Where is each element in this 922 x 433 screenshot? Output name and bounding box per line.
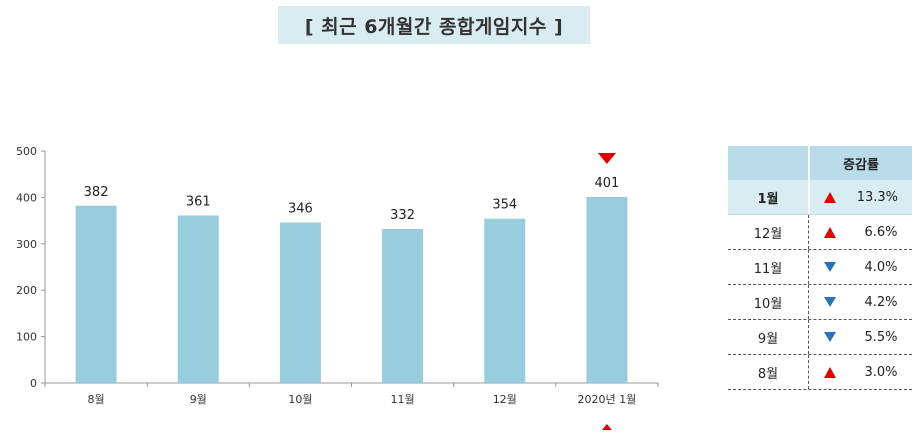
x-tick-label: 11월 xyxy=(391,393,415,406)
bar xyxy=(586,196,628,383)
row-change: 4.0% xyxy=(809,250,912,284)
bar-value-label: 401 xyxy=(595,176,620,191)
row-month: 11월 xyxy=(728,250,809,284)
row-change-pct: 4.2% xyxy=(864,294,898,310)
row-change-pct: 6.6% xyxy=(864,224,898,240)
x-tick-label: 10월 xyxy=(288,393,312,406)
y-tick-label: 0 xyxy=(30,377,37,390)
x-tick-label: 9월 xyxy=(190,393,207,406)
row-month: 8월 xyxy=(728,355,809,389)
table-row: 11월 4.0% xyxy=(728,250,912,285)
table-body: 1월 13.3% 12월 6.6% 11월 4.0% 10월 4.2% 9월 5.5% 8월 3.0% xyxy=(728,180,912,390)
table-row: 9월 5.5% xyxy=(728,320,912,355)
y-tick-label: 400 xyxy=(16,191,37,204)
table-row: 1월 13.3% xyxy=(728,180,912,215)
down-triangle-icon xyxy=(823,262,836,272)
row-change-pct: 3.0% xyxy=(864,364,898,380)
row-month: 1월 xyxy=(728,180,810,214)
row-change-pct: 13.3% xyxy=(856,189,898,205)
table-row: 8월 3.0% xyxy=(728,355,912,390)
row-month: 9월 xyxy=(728,320,809,354)
bar xyxy=(279,222,321,383)
y-tick-label: 500 xyxy=(16,145,37,158)
bar-value-label: 382 xyxy=(84,185,109,200)
row-change-pct: 4.0% xyxy=(864,259,898,275)
up-triangle-icon xyxy=(823,226,836,238)
chart-title: [ 최근 6개월간 종합게임지수 ] xyxy=(278,6,590,44)
y-tick-label: 300 xyxy=(16,238,37,251)
x-tick-label: 2020년 1월 xyxy=(578,393,637,406)
row-change-pct: 5.5% xyxy=(864,329,898,345)
row-change: 3.0% xyxy=(809,355,912,389)
table-header-blank xyxy=(728,146,808,180)
x-tick-label: 8월 xyxy=(88,393,105,406)
y-tick-label: 200 xyxy=(16,284,37,297)
bar-value-label: 332 xyxy=(390,208,415,223)
down-triangle-icon xyxy=(823,332,836,342)
bar-value-label: 346 xyxy=(288,201,313,216)
bar xyxy=(382,228,424,383)
row-month: 12월 xyxy=(728,215,809,249)
bar-value-label: 361 xyxy=(186,194,211,209)
bar-value-label: 354 xyxy=(492,198,517,213)
y-tick-label: 100 xyxy=(16,331,37,344)
up-triangle-icon xyxy=(823,366,836,378)
bar xyxy=(75,205,117,383)
row-change: 6.6% xyxy=(809,215,912,249)
bar-chart: 0 100 200 300 400 500 382 8월 361 9월 346 10월 332 11월 35… xyxy=(16,145,659,430)
highlight-up-marker xyxy=(602,424,612,430)
row-change: 5.5% xyxy=(809,320,912,354)
table-row: 10월 4.2% xyxy=(728,285,912,320)
row-change: 13.3% xyxy=(810,180,912,214)
table-header-label: 증감률 xyxy=(810,146,912,180)
table-row: 12월 6.6% xyxy=(728,215,912,250)
row-change: 4.2% xyxy=(809,285,912,319)
highlight-down-marker xyxy=(597,153,616,164)
bar xyxy=(484,218,526,383)
up-triangle-icon xyxy=(824,191,836,203)
table-header: 증감률 xyxy=(728,146,912,180)
bar xyxy=(177,215,219,383)
change-rate-table: 증감률 1월 13.3% 12월 6.6% 11월 4.0% 10월 4.2% 9월 5.5% 8월… xyxy=(728,146,912,390)
x-tick-label: 12월 xyxy=(493,393,517,406)
row-month: 10월 xyxy=(728,285,809,319)
down-triangle-icon xyxy=(823,297,836,307)
